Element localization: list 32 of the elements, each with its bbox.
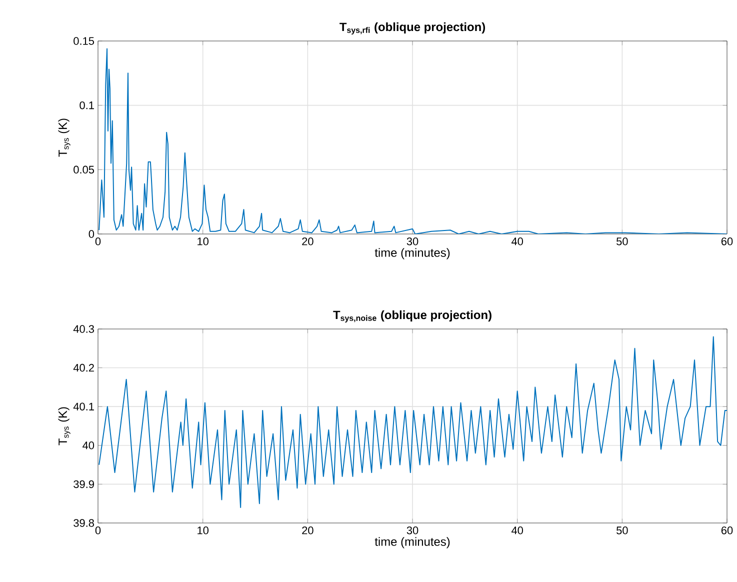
y-tick-label: 40.1 <box>73 402 94 410</box>
x-tick-label: 50 <box>616 238 628 246</box>
x-axis-title: time (minutes) <box>374 537 450 548</box>
x-tick-label: 40 <box>512 526 523 534</box>
y-tick-label: 39.8 <box>74 519 94 527</box>
x-tick-label: 10 <box>198 238 208 246</box>
x-tick-label: 30 <box>406 238 418 246</box>
line-series <box>98 48 728 234</box>
y-tick-label: 40.2 <box>73 364 94 372</box>
y-tick-label: 40.3 <box>73 325 94 333</box>
x-axis-title: time (minutes) <box>374 248 450 260</box>
x-tick-label: 30 <box>406 526 418 534</box>
x-tick-label: 20 <box>302 238 314 246</box>
x-tick-label: 0 <box>95 526 101 534</box>
x-tick-label: 50 <box>616 526 628 534</box>
y-axis-title: T$_{sys}$ (K) <box>58 407 70 446</box>
chart-title: T$_{sys,rfi}$ (oblique projection) <box>340 22 486 34</box>
y-tick-label: 39.9 <box>74 480 94 488</box>
x-tick-label: 60 <box>721 238 733 246</box>
x-tick-label: 40 <box>512 238 523 246</box>
chart-title: T$_{sys,noise}$ (oblique projection) <box>333 310 492 322</box>
x-tick-label: 0 <box>95 238 101 246</box>
x-tick-label: 10 <box>198 526 208 534</box>
x-tick-label: 20 <box>302 526 314 534</box>
line-series <box>98 336 728 508</box>
y-tick-label: 0.05 <box>74 166 94 174</box>
x-tick-label: 60 <box>721 526 733 534</box>
y-tick-label: 0.1 <box>80 101 94 110</box>
y-tick-label: 0.15 <box>74 37 94 45</box>
y-axis-title: T$_{sys}$ (K) <box>58 118 70 157</box>
y-tick-label: 40 <box>82 442 94 450</box>
y-tick-label: 0 <box>88 230 94 238</box>
